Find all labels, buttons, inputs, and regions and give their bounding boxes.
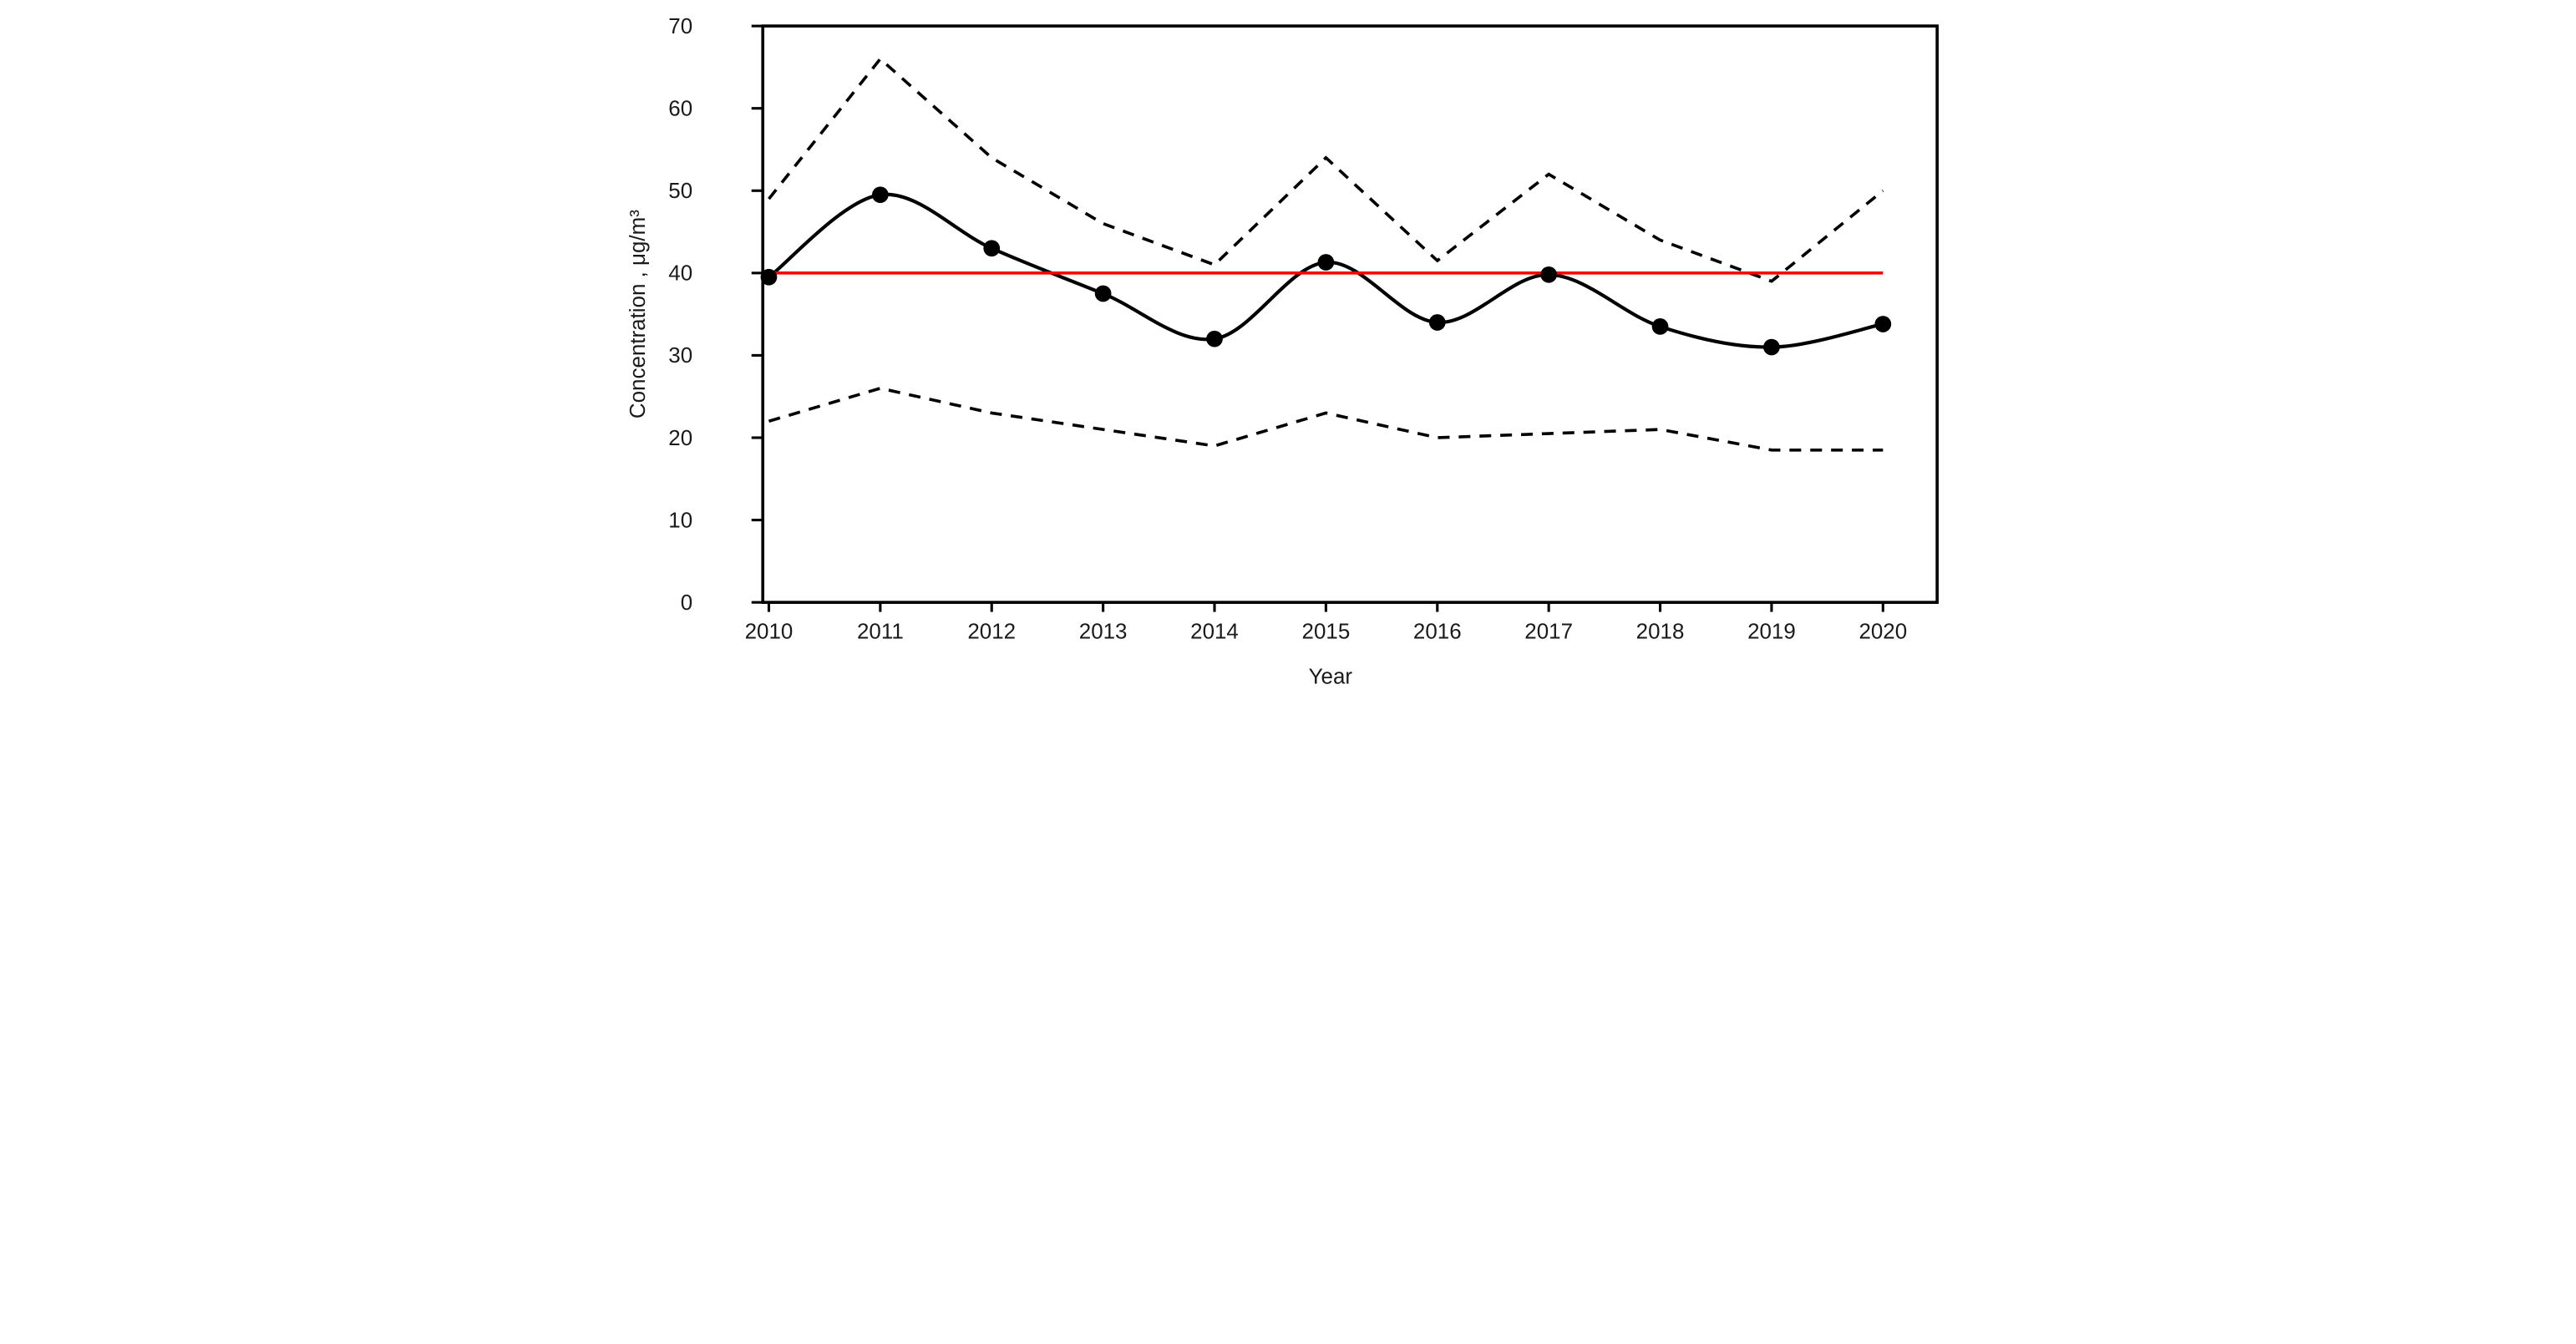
x-tick-label: 2014 — [1190, 621, 1239, 644]
lower-bound-dashed-line — [768, 386, 1884, 452]
y-tick-label: 50 — [668, 180, 692, 203]
x-tick-label: 2017 — [1524, 621, 1573, 644]
x-axis-title: Year — [1309, 666, 1353, 689]
concentration-trend-chart: 0 10 20 30 40 50 60 70 2010 2011 2012 2013 2014 2015 2… — [620, 0, 1956, 697]
y-tick-label: 40 — [668, 262, 692, 286]
x-tick-label: 2019 — [1747, 621, 1796, 644]
mean-concentration-marker — [1206, 330, 1223, 347]
mean-concentration-marker — [983, 240, 1001, 257]
y-tick-label: 20 — [668, 427, 692, 450]
y-tick-label: 70 — [668, 15, 692, 38]
mean-concentration-marker — [760, 268, 778, 286]
x-tick-label: 2020 — [1858, 621, 1907, 644]
mean-concentration-marker — [1763, 338, 1780, 356]
y-tick-label: 60 — [668, 98, 692, 121]
mean-concentration-marker — [1094, 285, 1112, 302]
chart-figure: 0 10 20 30 40 50 60 70 2010 2011 2012 2013 2014 2015 2… — [620, 0, 1956, 697]
upper-bound-dashed-line — [768, 56, 1884, 283]
mean-concentration-marker — [872, 186, 889, 204]
x-tick-label: 2018 — [1636, 621, 1685, 644]
x-tick-label: 2010 — [745, 621, 794, 644]
mean-concentration-marker — [1540, 266, 1558, 283]
mean-concentration-marker — [1428, 314, 1446, 331]
y-tick-label: 0 — [681, 591, 692, 615]
y-tick-label: 30 — [668, 344, 692, 368]
x-tick-label: 2012 — [967, 621, 1016, 644]
x-tick-label: 2015 — [1302, 621, 1351, 644]
x-tick-label: 2013 — [1079, 621, 1128, 644]
plot-border — [761, 24, 1939, 604]
y-tick-label: 10 — [668, 509, 692, 532]
x-tick-label: 2011 — [857, 621, 904, 644]
y-axis-title: Concentration , μg/m³ — [626, 210, 650, 418]
chart-page: 0 10 20 30 40 50 60 70 2010 2011 2012 2013 2014 2015 2… — [620, 0, 1956, 697]
mean-concentration-marker — [1317, 254, 1335, 271]
mean-concentration-line — [768, 192, 1884, 349]
x-tick-label: 2016 — [1413, 621, 1462, 644]
mean-concentration-marker — [1651, 318, 1669, 335]
mean-concentration-marker — [1874, 316, 1892, 332]
